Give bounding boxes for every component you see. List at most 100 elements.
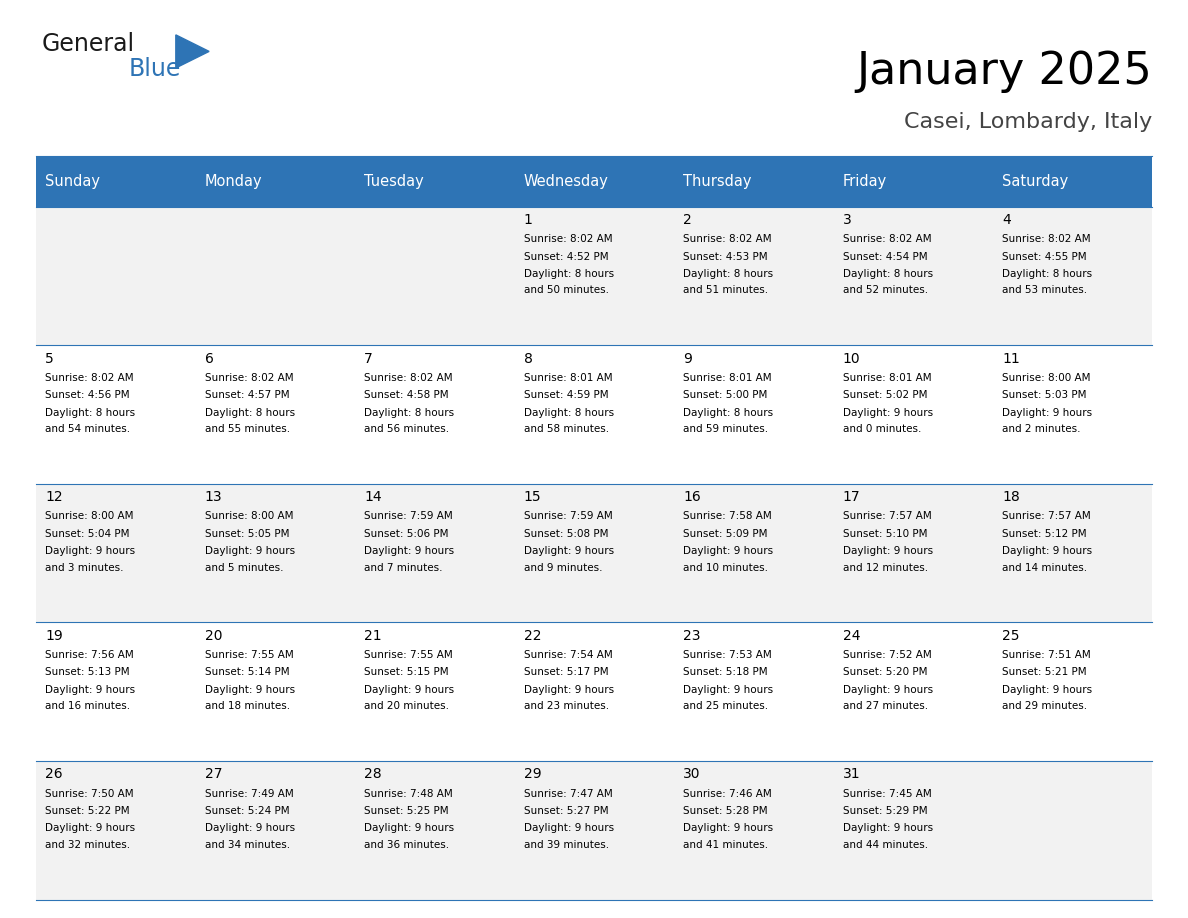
Text: Sunset: 4:59 PM: Sunset: 4:59 PM (524, 390, 608, 400)
Text: 17: 17 (842, 490, 860, 504)
Text: and 0 minutes.: and 0 minutes. (842, 424, 921, 434)
Text: Sunrise: 7:54 AM: Sunrise: 7:54 AM (524, 650, 613, 660)
Text: 30: 30 (683, 767, 701, 781)
Text: 22: 22 (524, 629, 542, 643)
Text: Sunset: 5:08 PM: Sunset: 5:08 PM (524, 529, 608, 539)
Text: 27: 27 (204, 767, 222, 781)
Text: Daylight: 8 hours: Daylight: 8 hours (683, 408, 773, 418)
Text: January 2025: January 2025 (857, 50, 1152, 94)
Text: Sunrise: 7:55 AM: Sunrise: 7:55 AM (365, 650, 453, 660)
Text: Sunrise: 7:59 AM: Sunrise: 7:59 AM (365, 511, 453, 521)
Polygon shape (176, 35, 209, 68)
Text: 16: 16 (683, 490, 701, 504)
Text: 4: 4 (1003, 213, 1011, 227)
Text: and 5 minutes.: and 5 minutes. (204, 563, 283, 573)
Text: and 52 minutes.: and 52 minutes. (842, 285, 928, 296)
Text: Sunrise: 7:59 AM: Sunrise: 7:59 AM (524, 511, 613, 521)
Text: and 53 minutes.: and 53 minutes. (1003, 285, 1087, 296)
Text: 20: 20 (204, 629, 222, 643)
Text: Daylight: 9 hours: Daylight: 9 hours (45, 823, 135, 834)
Bar (355, 156, 514, 207)
Text: Sunrise: 7:57 AM: Sunrise: 7:57 AM (842, 511, 931, 521)
Text: Sunset: 5:24 PM: Sunset: 5:24 PM (204, 806, 290, 816)
Text: Sunset: 5:18 PM: Sunset: 5:18 PM (683, 667, 767, 677)
Text: Sunrise: 8:02 AM: Sunrise: 8:02 AM (524, 234, 612, 244)
Text: Sunset: 5:15 PM: Sunset: 5:15 PM (365, 667, 449, 677)
Bar (833, 156, 993, 207)
Text: Sunrise: 8:02 AM: Sunrise: 8:02 AM (45, 373, 134, 383)
Text: Daylight: 9 hours: Daylight: 9 hours (1003, 685, 1093, 695)
Text: Sunrise: 8:01 AM: Sunrise: 8:01 AM (683, 373, 772, 383)
Text: Sunset: 4:56 PM: Sunset: 4:56 PM (45, 390, 129, 400)
Text: Sunset: 4:54 PM: Sunset: 4:54 PM (842, 252, 928, 262)
Text: Sunrise: 7:48 AM: Sunrise: 7:48 AM (365, 789, 453, 799)
Text: General: General (42, 32, 134, 56)
Text: Sunset: 5:03 PM: Sunset: 5:03 PM (1003, 390, 1087, 400)
Text: 31: 31 (842, 767, 860, 781)
Text: and 14 minutes.: and 14 minutes. (1003, 563, 1087, 573)
Bar (36, 345, 1152, 484)
Text: Sunset: 5:00 PM: Sunset: 5:00 PM (683, 390, 767, 400)
Text: Sunset: 5:13 PM: Sunset: 5:13 PM (45, 667, 129, 677)
Text: and 29 minutes.: and 29 minutes. (1003, 701, 1087, 711)
Text: Sunset: 5:06 PM: Sunset: 5:06 PM (365, 529, 449, 539)
Text: Sunset: 5:12 PM: Sunset: 5:12 PM (1003, 529, 1087, 539)
Text: Sunrise: 7:45 AM: Sunrise: 7:45 AM (842, 789, 931, 799)
Text: Daylight: 9 hours: Daylight: 9 hours (45, 685, 135, 695)
Text: and 51 minutes.: and 51 minutes. (683, 285, 769, 296)
Text: and 56 minutes.: and 56 minutes. (365, 424, 449, 434)
Text: Sunrise: 8:00 AM: Sunrise: 8:00 AM (204, 511, 293, 521)
Text: Sunset: 5:20 PM: Sunset: 5:20 PM (842, 667, 928, 677)
Text: Sunset: 5:28 PM: Sunset: 5:28 PM (683, 806, 767, 816)
Text: 5: 5 (45, 352, 53, 365)
Text: 23: 23 (683, 629, 701, 643)
Text: and 20 minutes.: and 20 minutes. (365, 701, 449, 711)
Text: Daylight: 9 hours: Daylight: 9 hours (683, 546, 773, 556)
Text: and 55 minutes.: and 55 minutes. (204, 424, 290, 434)
Text: Daylight: 9 hours: Daylight: 9 hours (204, 685, 295, 695)
Text: 29: 29 (524, 767, 542, 781)
Text: and 16 minutes.: and 16 minutes. (45, 701, 131, 711)
Text: Daylight: 9 hours: Daylight: 9 hours (683, 823, 773, 834)
Text: Sunset: 5:14 PM: Sunset: 5:14 PM (204, 667, 290, 677)
Text: 8: 8 (524, 352, 532, 365)
Text: 18: 18 (1003, 490, 1020, 504)
Text: Sunrise: 7:51 AM: Sunrise: 7:51 AM (1003, 650, 1091, 660)
Bar (36, 761, 1152, 900)
Text: and 23 minutes.: and 23 minutes. (524, 701, 609, 711)
Text: Sunset: 4:55 PM: Sunset: 4:55 PM (1003, 252, 1087, 262)
Text: Sunrise: 8:01 AM: Sunrise: 8:01 AM (524, 373, 612, 383)
Text: Daylight: 9 hours: Daylight: 9 hours (1003, 408, 1093, 418)
Text: 15: 15 (524, 490, 542, 504)
Text: Daylight: 9 hours: Daylight: 9 hours (1003, 546, 1093, 556)
Bar (195, 156, 355, 207)
Text: and 7 minutes.: and 7 minutes. (365, 563, 443, 573)
Text: and 10 minutes.: and 10 minutes. (683, 563, 769, 573)
Text: Wednesday: Wednesday (524, 174, 608, 189)
Text: Sunset: 5:21 PM: Sunset: 5:21 PM (1003, 667, 1087, 677)
Text: and 3 minutes.: and 3 minutes. (45, 563, 124, 573)
Text: Sunset: 5:10 PM: Sunset: 5:10 PM (842, 529, 928, 539)
Text: Sunset: 5:04 PM: Sunset: 5:04 PM (45, 529, 129, 539)
Text: Sunset: 5:27 PM: Sunset: 5:27 PM (524, 806, 608, 816)
Text: Daylight: 8 hours: Daylight: 8 hours (524, 408, 614, 418)
Text: Sunset: 5:25 PM: Sunset: 5:25 PM (365, 806, 449, 816)
Text: and 32 minutes.: and 32 minutes. (45, 840, 131, 850)
Text: and 59 minutes.: and 59 minutes. (683, 424, 769, 434)
Text: 28: 28 (365, 767, 381, 781)
Text: Sunrise: 7:56 AM: Sunrise: 7:56 AM (45, 650, 134, 660)
Text: and 36 minutes.: and 36 minutes. (365, 840, 449, 850)
Bar (36, 622, 1152, 761)
Text: Sunset: 5:22 PM: Sunset: 5:22 PM (45, 806, 129, 816)
Text: Daylight: 9 hours: Daylight: 9 hours (842, 685, 933, 695)
Text: 24: 24 (842, 629, 860, 643)
Text: Daylight: 9 hours: Daylight: 9 hours (524, 546, 614, 556)
Text: Thursday: Thursday (683, 174, 752, 189)
Text: 1: 1 (524, 213, 532, 227)
Text: Sunrise: 7:55 AM: Sunrise: 7:55 AM (204, 650, 293, 660)
Text: Daylight: 8 hours: Daylight: 8 hours (45, 408, 135, 418)
Text: and 34 minutes.: and 34 minutes. (204, 840, 290, 850)
Text: Sunset: 5:17 PM: Sunset: 5:17 PM (524, 667, 608, 677)
Text: Daylight: 9 hours: Daylight: 9 hours (204, 546, 295, 556)
Text: 14: 14 (365, 490, 381, 504)
